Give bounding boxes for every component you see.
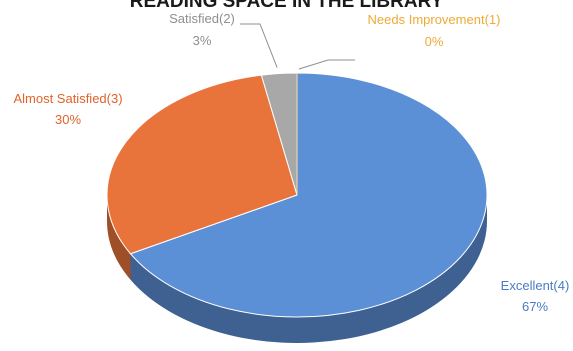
data-label-needs-improvement: Needs Improvement(1) [368,12,501,27]
slice-excellent [129,72,488,318]
chart-title: READING SPACE IN THE LIBRARY [129,0,444,12]
slice-side-excellent [130,195,488,344]
data-label-satisfied: Satisfied(2) [169,11,235,26]
data-label-excellent-percent: 67% [522,299,548,314]
data-labels: Excellent(4) 67% Almost Satisfied(3) 30%… [13,11,569,314]
data-label-excellent: Excellent(4) [501,278,570,293]
data-label-needs-improvement-percent: 0% [425,34,444,49]
data-label-satisfied-percent: 3% [193,33,212,48]
data-label-almost-satisfied-percent: 30% [55,112,81,127]
pie-slices [106,72,488,318]
leader-lines [240,23,355,70]
leader-line-needs-improvement [298,59,355,70]
slice-almost-satisfied [106,74,298,255]
data-label-almost-satisfied: Almost Satisfied(3) [13,91,122,106]
leader-line-satisfied [240,23,278,68]
